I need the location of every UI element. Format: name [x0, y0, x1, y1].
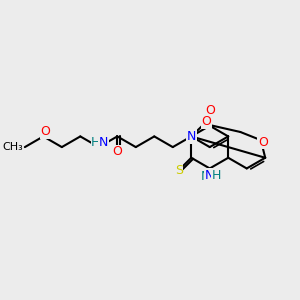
- Text: S: S: [175, 164, 183, 177]
- Text: NH: NH: [200, 170, 219, 183]
- Text: N: N: [187, 130, 196, 143]
- Text: O: O: [40, 125, 50, 138]
- Text: N: N: [99, 136, 108, 149]
- Text: H: H: [91, 136, 101, 149]
- Text: N: N: [205, 169, 214, 182]
- Text: O: O: [205, 104, 215, 117]
- Text: O: O: [112, 146, 122, 158]
- Text: O: O: [201, 116, 211, 128]
- Text: CH₃: CH₃: [2, 142, 23, 152]
- Text: H: H: [212, 169, 221, 182]
- Text: O: O: [258, 136, 268, 148]
